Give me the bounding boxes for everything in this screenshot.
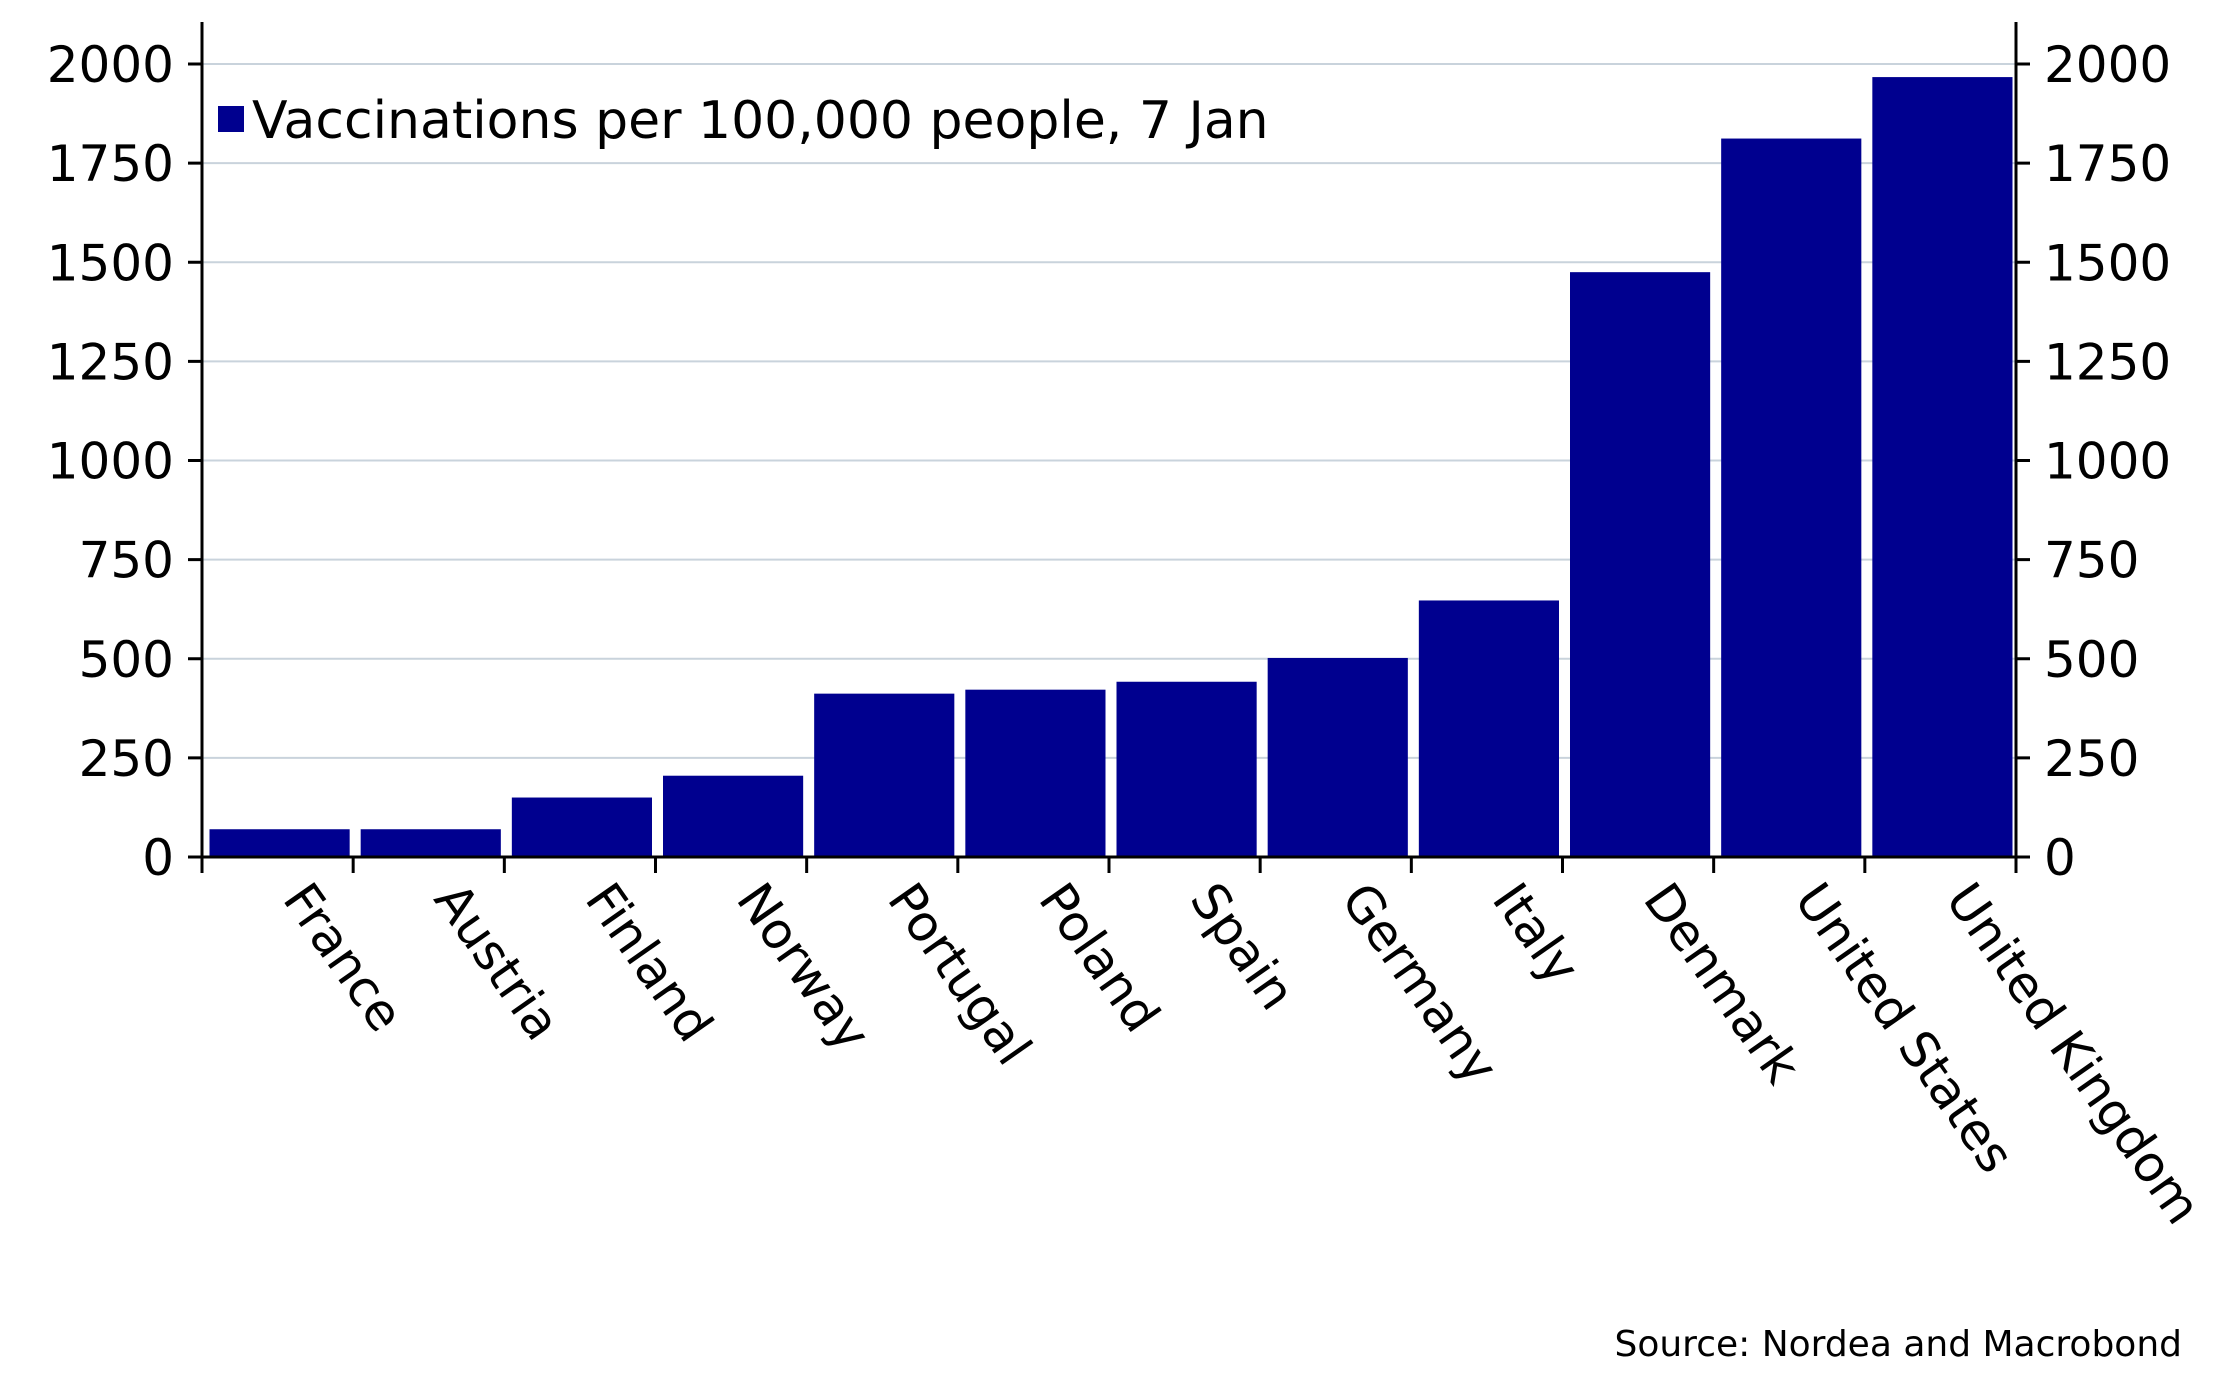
y-tick-label-right: 0 bbox=[2044, 829, 2076, 887]
bar-italy bbox=[1418, 600, 1559, 857]
y-tick-label-right: 1750 bbox=[2044, 135, 2171, 193]
y-tick-label-right: 2000 bbox=[2044, 36, 2171, 94]
bar-united-states bbox=[1721, 138, 1862, 858]
legend-swatch bbox=[218, 106, 244, 132]
y-tick-label-left: 500 bbox=[79, 631, 174, 689]
legend-label: Vaccinations per 100,000 people, 7 Jan bbox=[252, 91, 1269, 151]
bar-germany bbox=[1267, 657, 1408, 857]
y-tick-label-right: 750 bbox=[2044, 532, 2139, 590]
source-note: Source: Nordea and Macrobond bbox=[1614, 1324, 2182, 1365]
bar-norway bbox=[663, 775, 804, 857]
bar-finland bbox=[511, 797, 652, 857]
axes bbox=[188, 22, 2030, 873]
category-label: Spain bbox=[1179, 873, 1307, 1021]
y-tick-label-left: 250 bbox=[79, 730, 174, 788]
y-tick-label-right: 1500 bbox=[2044, 234, 2171, 292]
category-label: Finland bbox=[574, 873, 724, 1053]
y-tick-label-right: 250 bbox=[2044, 730, 2139, 788]
y-tick-label-right: 500 bbox=[2044, 631, 2139, 689]
bar-denmark bbox=[1570, 272, 1711, 858]
y-tick-label-left: 1250 bbox=[47, 333, 174, 391]
category-labels: France Austria Finland NorwayPortugalPoland… bbox=[272, 873, 2213, 1235]
y-tick-labels-left: 0 250 500 750 1000 1250 1500 1750 2000 bbox=[47, 36, 174, 887]
category-label: Norway bbox=[725, 873, 881, 1062]
y-tick-label-left: 1750 bbox=[47, 135, 174, 193]
y-tick-label-left: 2000 bbox=[47, 36, 174, 94]
bar-france bbox=[209, 829, 350, 857]
bar-united-kingdom bbox=[1872, 77, 2013, 858]
bar-portugal bbox=[814, 693, 955, 857]
category-label: Austria bbox=[423, 873, 572, 1051]
category-label: Poland bbox=[1028, 873, 1171, 1043]
y-tick-label-right: 1000 bbox=[2044, 433, 2171, 491]
legend: Vaccinations per 100,000 people, 7 Jan bbox=[218, 91, 1269, 151]
y-tick-labels-right: 0 250 500 750 1000 1250 1500 1750 2000 bbox=[2044, 36, 2171, 887]
gridlines bbox=[202, 63, 2016, 759]
bar-spain bbox=[1116, 681, 1257, 857]
y-tick-label-left: 0 bbox=[142, 829, 174, 887]
bar-austria bbox=[360, 829, 501, 857]
y-tick-label-left: 750 bbox=[79, 532, 174, 590]
bar-poland bbox=[965, 689, 1106, 857]
y-tick-label-left: 1000 bbox=[47, 433, 174, 491]
category-label: Italy bbox=[1481, 873, 1591, 995]
category-label: France bbox=[272, 873, 415, 1042]
bars bbox=[209, 77, 2013, 858]
y-tick-label-left: 1500 bbox=[47, 234, 174, 292]
y-tick-label-right: 1250 bbox=[2044, 333, 2171, 391]
category-label: Portugal bbox=[876, 873, 1042, 1076]
